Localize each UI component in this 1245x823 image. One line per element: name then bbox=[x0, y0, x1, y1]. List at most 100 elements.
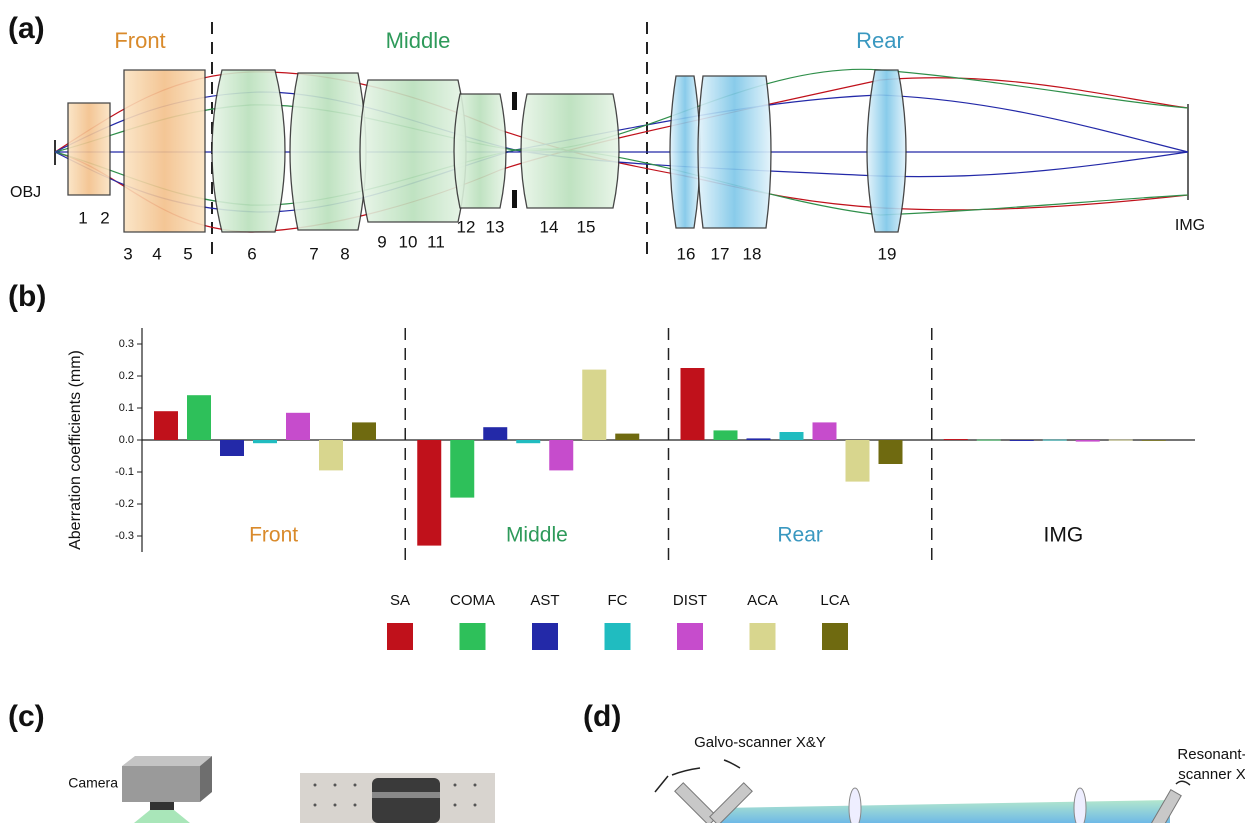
scanner-label: scanner X bbox=[1178, 766, 1245, 783]
scan-arrow bbox=[655, 760, 740, 792]
legend-label: DIST bbox=[673, 592, 707, 609]
bar bbox=[615, 434, 639, 440]
lens bbox=[867, 70, 906, 232]
y-tick-label: -0.3 bbox=[115, 530, 134, 542]
section-label: Front bbox=[114, 28, 165, 53]
bar bbox=[681, 368, 705, 440]
lens-number: 7 bbox=[309, 244, 318, 263]
bar bbox=[1142, 440, 1166, 441]
category-label: Middle bbox=[506, 524, 568, 547]
lens bbox=[454, 94, 506, 208]
panel-b: (b) -0.3 -0.2 -0.1 0.0 0.1 0.2 0.3 Aberration c… bbox=[8, 280, 1195, 650]
lens-number: 16 bbox=[677, 244, 696, 263]
bar bbox=[1010, 440, 1034, 441]
bar bbox=[483, 427, 507, 440]
legend-swatch bbox=[460, 623, 486, 650]
lens-number: 17 bbox=[711, 244, 730, 263]
legend-label: ACA bbox=[747, 592, 778, 609]
camera-body bbox=[122, 766, 200, 802]
bar bbox=[154, 411, 178, 440]
camera-lens bbox=[150, 802, 174, 810]
lens-number: 9 bbox=[377, 232, 386, 251]
figure: (a) Front Middle Rear OBJ IMG 1234567891… bbox=[0, 0, 1245, 823]
section-label: Middle bbox=[386, 28, 451, 53]
lens-number: 5 bbox=[183, 244, 192, 263]
lens-number: 8 bbox=[340, 244, 349, 263]
lens bbox=[698, 76, 771, 228]
scanner-label: Resonant- bbox=[1177, 746, 1245, 763]
objective-ring bbox=[372, 792, 440, 798]
relay-lens bbox=[1074, 788, 1086, 823]
legend-swatch bbox=[822, 623, 848, 650]
y-axis-label: Aberration coefficients (mm) bbox=[67, 350, 84, 550]
bar bbox=[516, 440, 540, 443]
lens-number: 10 bbox=[399, 232, 418, 251]
bar bbox=[944, 439, 968, 440]
legend-label: LCA bbox=[820, 592, 849, 609]
lens-number: 3 bbox=[123, 244, 132, 263]
bar bbox=[319, 440, 343, 470]
camera-top bbox=[122, 756, 212, 766]
panel-label: (d) bbox=[583, 700, 621, 733]
lens-number: 2 bbox=[100, 208, 109, 227]
objective bbox=[372, 778, 440, 823]
bar bbox=[747, 438, 771, 440]
lens-number: 6 bbox=[247, 244, 256, 263]
lens bbox=[124, 70, 205, 232]
bar bbox=[286, 413, 310, 440]
bar bbox=[417, 440, 441, 546]
bar bbox=[220, 440, 244, 456]
panel-label: (a) bbox=[8, 12, 45, 45]
legend-swatch bbox=[750, 623, 776, 650]
bar bbox=[714, 430, 738, 440]
lens-number: 13 bbox=[486, 217, 505, 236]
category-label: Rear bbox=[777, 524, 823, 547]
y-tick-label: 0.3 bbox=[119, 338, 134, 350]
lens bbox=[290, 73, 366, 230]
legend-label: FC bbox=[608, 592, 628, 609]
y-tick-label: -0.2 bbox=[115, 498, 134, 510]
lens bbox=[670, 76, 700, 228]
lens bbox=[360, 80, 466, 222]
bar bbox=[813, 422, 837, 440]
lens-number: 1 bbox=[78, 208, 87, 227]
obj-label: OBJ bbox=[10, 184, 41, 201]
bar bbox=[549, 440, 573, 470]
bar bbox=[1109, 440, 1133, 441]
scanner-label: Galvo-scanner X&Y bbox=[694, 734, 826, 751]
panel-c: (c) Camera bbox=[8, 700, 495, 823]
lens-number: 19 bbox=[878, 244, 897, 263]
lens-number: 11 bbox=[427, 232, 445, 251]
bar bbox=[450, 440, 474, 498]
relay-lens bbox=[849, 788, 861, 823]
legend-swatch bbox=[677, 623, 703, 650]
y-tick-label: 0.0 bbox=[119, 434, 134, 446]
legend-label: AST bbox=[530, 592, 559, 609]
light-cone bbox=[134, 810, 190, 823]
lens-number: 15 bbox=[577, 217, 596, 236]
bar bbox=[846, 440, 870, 482]
y-tick-label: 0.1 bbox=[119, 402, 134, 414]
bar bbox=[1076, 440, 1100, 442]
y-tick-label: -0.1 bbox=[115, 466, 134, 478]
bar bbox=[253, 440, 277, 443]
lens bbox=[212, 70, 285, 232]
category-label: IMG bbox=[1044, 524, 1084, 547]
lens bbox=[521, 94, 619, 208]
bar bbox=[187, 395, 211, 440]
lens-number: 4 bbox=[152, 244, 161, 263]
legend-label: COMA bbox=[450, 592, 495, 609]
bar bbox=[1043, 440, 1067, 441]
bar bbox=[582, 370, 606, 440]
panel-label: (b) bbox=[8, 280, 46, 313]
bar bbox=[879, 440, 903, 464]
section-label: Rear bbox=[856, 28, 904, 53]
lens-number: 14 bbox=[540, 217, 559, 236]
bar bbox=[977, 440, 1001, 441]
y-tick-label: 0.2 bbox=[119, 370, 134, 382]
legend-label: SA bbox=[390, 592, 410, 609]
panel-label: (c) bbox=[8, 700, 45, 733]
category-label: Front bbox=[249, 524, 298, 547]
bar bbox=[352, 422, 376, 440]
